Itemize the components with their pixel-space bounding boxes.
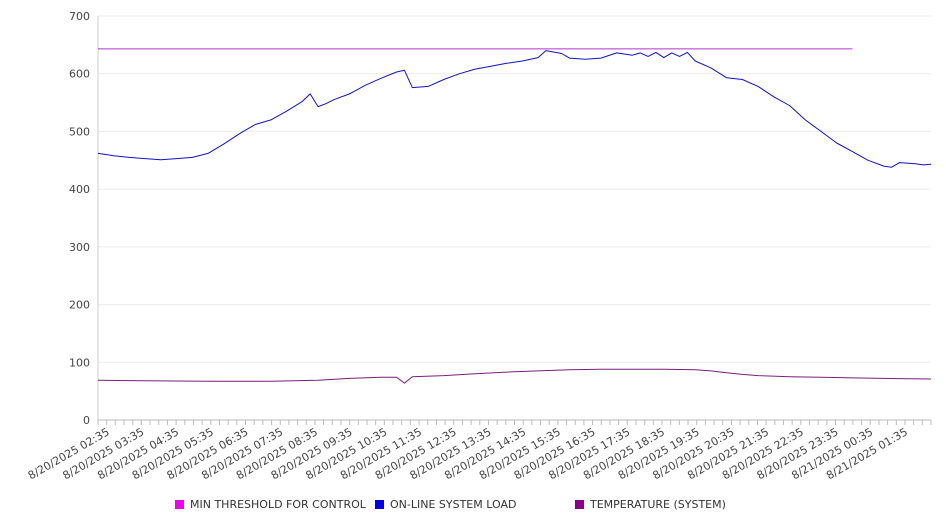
temperature-line — [97, 368, 932, 384]
legend-label-threshold: MIN THRESHOLD FOR CONTROL — [190, 498, 366, 511]
series-lines — [97, 48, 932, 384]
y-tick-label: 500 — [69, 125, 90, 138]
legend-label-temperature: TEMPERATURE (SYSTEM) — [590, 498, 726, 511]
system-load-line — [97, 50, 932, 168]
y-tick-label: 400 — [69, 183, 90, 196]
y-tick-label: 100 — [69, 356, 90, 369]
x-tick-labels: 8/20/2025 02:358/20/2025 03:358/20/2025 … — [26, 425, 910, 482]
legend: MIN THRESHOLD FOR CONTROL ON-LINE SYSTEM… — [0, 498, 946, 516]
legend-swatch-system-load — [375, 500, 384, 509]
y-tick-label: 0 — [83, 414, 90, 427]
y-tick-label: 300 — [69, 241, 90, 254]
legend-label-system-load: ON-LINE SYSTEM LOAD — [390, 498, 517, 511]
legend-item-temperature: TEMPERATURE (SYSTEM) — [575, 498, 726, 511]
grid-lines — [98, 15, 931, 363]
y-tick-label: 200 — [69, 299, 90, 312]
axes — [97, 16, 932, 425]
legend-swatch-temperature — [575, 500, 584, 509]
y-tick-label: 600 — [69, 68, 90, 81]
legend-swatch-threshold — [175, 500, 184, 509]
y-tick-label: 700 — [69, 10, 90, 23]
y-tick-labels: 0 100 200 300 400 500 600 700 — [69, 10, 90, 427]
legend-item-threshold: MIN THRESHOLD FOR CONTROL — [175, 498, 366, 511]
legend-item-system-load: ON-LINE SYSTEM LOAD — [375, 498, 516, 511]
